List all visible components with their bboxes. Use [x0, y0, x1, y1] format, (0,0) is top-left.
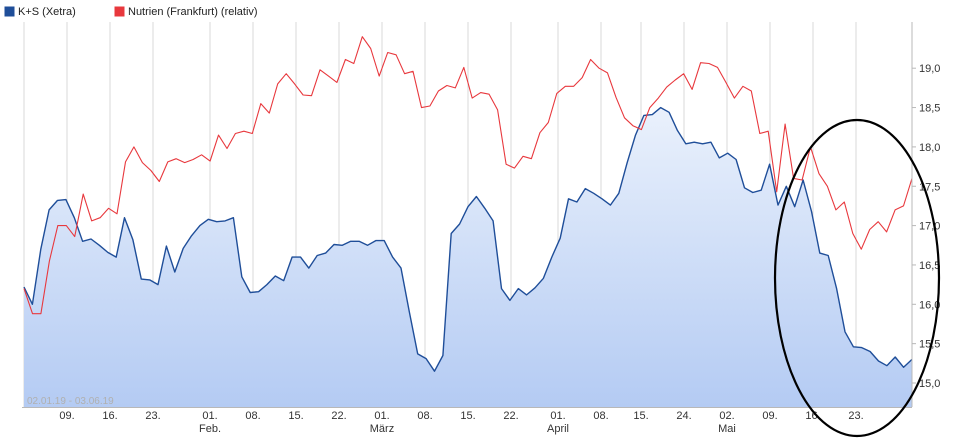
x-tick-label: 01.	[374, 410, 389, 422]
highlight-ellipse	[773, 118, 941, 438]
x-tick-label: 08.	[245, 410, 260, 422]
x-tick-label: 15.	[633, 410, 648, 422]
legend-label-ks: K+S (Xetra)	[18, 6, 76, 18]
x-tick-label: 15.	[288, 410, 303, 422]
x-tick-label: 15.	[460, 410, 475, 422]
x-tick-label: 22.	[331, 410, 346, 422]
legend-swatch-nutrien	[114, 6, 125, 17]
series-line-ks	[23, 106, 913, 372]
x-tick-label: 23.	[848, 410, 863, 422]
x-tick-label: 16.	[805, 410, 820, 422]
y-axis-ticks: 15,015,516,016,517,017,518,018,519,0	[912, 63, 940, 390]
y-tick-label: 17,0	[919, 221, 940, 233]
x-tick-label: 24.	[676, 410, 691, 422]
x-month-label: April	[547, 423, 569, 435]
y-tick-label: 15,5	[919, 339, 940, 351]
y-tick-label: 18,5	[919, 103, 940, 115]
x-month-label: Mai	[718, 423, 736, 435]
ks-area	[24, 107, 912, 407]
legend-swatch-ks	[4, 6, 15, 17]
x-tick-label: 22.	[503, 410, 518, 422]
series-lines	[23, 36, 913, 372]
x-tick-label: 09.	[762, 410, 777, 422]
x-tick-label: 16.	[102, 410, 117, 422]
x-tick-label: 08.	[417, 410, 432, 422]
x-tick-label: 08.	[593, 410, 608, 422]
x-month-label: Feb.	[199, 423, 221, 435]
x-tick-label: 23.	[145, 410, 160, 422]
x-tick-label: 01.	[550, 410, 565, 422]
x-axis-ticks: 09. 16. 23. 01. 08. 15. 22. 01. 08. 15. 22. 01. 08. 1…	[59, 410, 863, 435]
y-tick-label: 16,0	[919, 299, 940, 311]
x-tick-label: 01.	[202, 410, 217, 422]
x-month-label: März	[370, 423, 394, 435]
legend-label-nutrien: Nutrien (Frankfurt) (relativ)	[128, 6, 258, 18]
legend: K+S (Xetra) Nutrien (Frankfurt) (relativ…	[4, 6, 258, 18]
date-range-label: 02.01.19 - 03.06.19	[27, 396, 114, 407]
x-tick-label: 02.	[719, 410, 734, 422]
y-tick-label: 18,0	[919, 142, 940, 154]
series-line-nutrien	[23, 36, 913, 315]
x-tick-label: 09.	[59, 410, 74, 422]
y-tick-label: 15,0	[919, 378, 940, 390]
y-tick-label: 19,0	[919, 63, 940, 75]
series-area-ks	[24, 107, 912, 407]
y-tick-label: 16,5	[919, 260, 940, 272]
